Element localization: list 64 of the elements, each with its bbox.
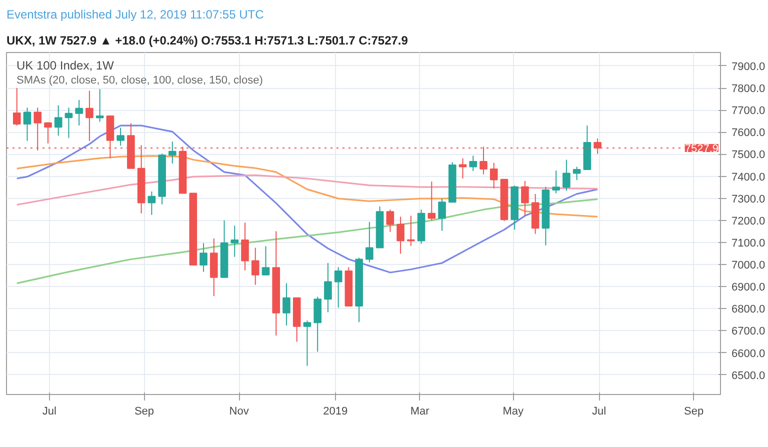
candlestick [386, 209, 394, 232]
text: Eventstra published July 12, 2019 11:07:55 UTC [6, 8, 264, 22]
candlestick [324, 262, 332, 313]
candlestick [521, 180, 529, 216]
candlestick [168, 141, 176, 164]
candlestick [116, 127, 124, 146]
x-tick-label: May [502, 406, 524, 418]
y-tick-label: 7400.0 [732, 171, 766, 184]
candlestick [230, 225, 239, 258]
candlestick [12, 88, 21, 126]
candlestick [96, 88, 104, 122]
y-tick-label: 7300.0 [732, 193, 766, 206]
candlestick [148, 191, 156, 216]
candlestick [314, 296, 322, 352]
y-tick-label: 6800.0 [732, 304, 766, 316]
candlestick [54, 104, 62, 136]
candlestick [251, 247, 260, 286]
x-tick-label: Mar [410, 406, 430, 418]
y-tick-label: 6700.0 [732, 326, 766, 338]
candlestick [241, 222, 249, 271]
candlestick [366, 221, 374, 263]
candlestick [428, 181, 436, 221]
candlestick [64, 107, 73, 138]
line-series [16, 124, 598, 274]
line-series [16, 198, 598, 284]
text: SMAs (20, close, 50, close, 100, close, 150, close) [16, 74, 263, 86]
candlestick [572, 166, 581, 181]
y-tick-label: 7700.0 [732, 105, 766, 118]
x-tick-label: 2019 [323, 406, 348, 418]
candlestick [396, 216, 404, 254]
candlestick [458, 158, 467, 179]
x-tick-label: Jul [42, 406, 56, 418]
candlestick [490, 162, 498, 189]
candlestick [469, 155, 478, 172]
line-series [16, 174, 598, 206]
candlestick [23, 107, 32, 142]
candlestick [262, 246, 270, 276]
candlestick [282, 282, 290, 326]
y-tick-label: 7500.0 [732, 149, 766, 162]
candlestick [552, 170, 560, 194]
candlestick [200, 242, 208, 272]
x-tick-label: Sep [134, 406, 154, 418]
x-tick-label: Jul [592, 406, 606, 418]
y-tick-label: 7600.0 [732, 127, 766, 140]
y-tick-label: 6900.0 [732, 282, 766, 294]
candlestick [44, 122, 52, 144]
candlestick [86, 90, 94, 142]
x-tick-label: Sep [684, 406, 704, 418]
y-tick-label: 7100.0 [732, 237, 766, 250]
text: UKX, 1W 7527.9 ▲ +18.0 (+0.24%) O:7553.1 H:7571.3 L:7501.7 C:7527.9 [6, 34, 408, 48]
y-tick-label: 6500.0 [732, 370, 766, 382]
y-tick-label: 7000.0 [732, 260, 766, 272]
y-tick-label: 7800.0 [732, 83, 766, 96]
candlestick [562, 159, 570, 192]
candlestick [303, 320, 312, 366]
candlestick [75, 99, 83, 126]
candlestick [438, 198, 446, 232]
y-tick-label: 7900.0 [732, 60, 766, 73]
text: UK 100 Index, 1W [16, 58, 115, 72]
candlestick [334, 266, 342, 308]
x-tick-label: Nov [229, 406, 250, 418]
y-tick-label: 7200.0 [732, 215, 766, 228]
y-tick-label: 6600.0 [732, 348, 766, 360]
line-series [16, 155, 598, 218]
